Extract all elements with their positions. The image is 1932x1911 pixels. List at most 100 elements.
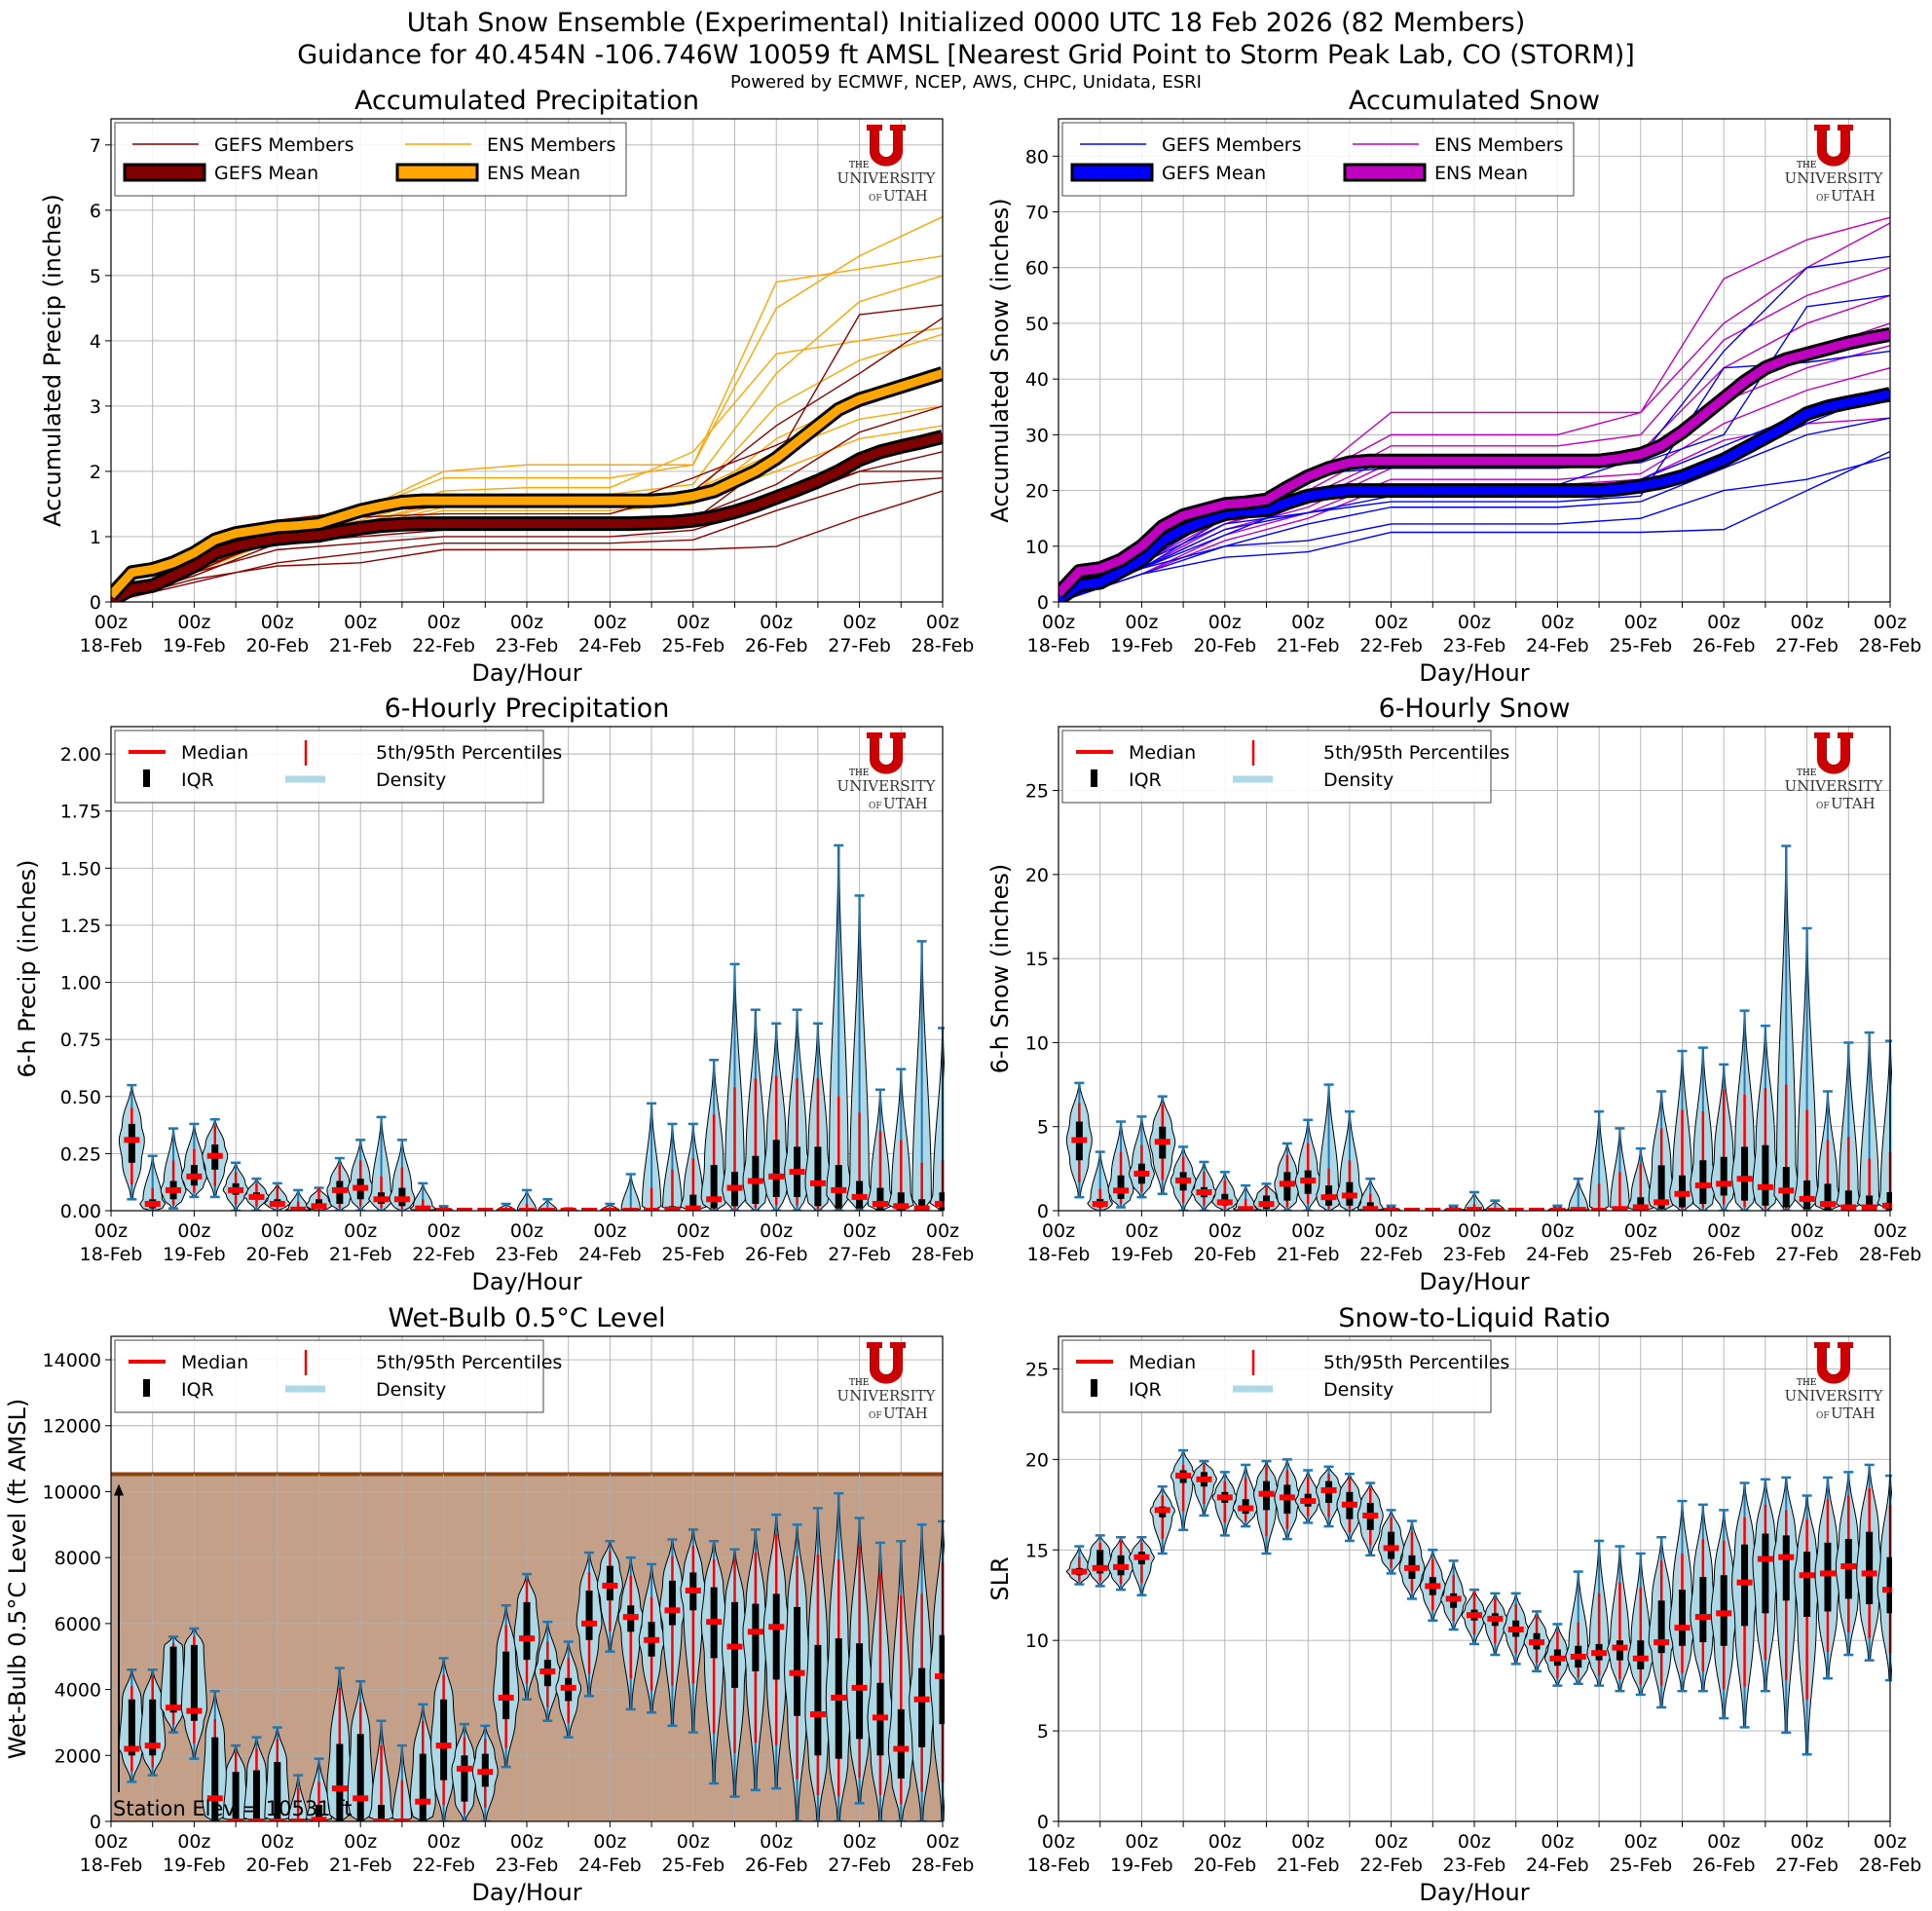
violin-iqr-box [897,1192,905,1211]
violin-median-bar [1383,1545,1399,1552]
violin-median-bar [1632,1655,1649,1662]
violin [658,1538,686,1728]
x-tick-label-hour: 00z [344,1220,377,1242]
x-tick-label-date: 26-Feb [745,635,808,656]
violin [1087,1534,1114,1588]
violin-median-bar [1882,1202,1892,1209]
violin [1731,1009,1759,1211]
violin [1546,1204,1568,1211]
x-tick-label-date: 27-Feb [1775,1855,1839,1876]
x-tick-label-hour: 00z [1125,612,1158,633]
violin-median-bar [1279,1180,1295,1187]
x-tick-label-date: 19-Feb [1110,635,1173,656]
panel-title: 6-Hourly Precipitation [385,693,670,724]
violin [1710,1509,1737,1720]
violin [1294,1118,1321,1211]
violin-median-bar [1445,1595,1462,1602]
violin-median-bar [1154,1139,1170,1145]
x-tick-label-date: 22-Feb [1359,1244,1423,1265]
x-tick-label-date: 18-Feb [80,1855,143,1876]
legend-label: GEFS Mean [1162,163,1266,184]
legend-label: GEFS Mean [214,163,318,184]
violin [1087,1150,1114,1211]
y-tick-label: 30 [1025,425,1049,446]
violin-median-bar [1216,1199,1233,1206]
violin [1731,1481,1759,1729]
legend-label: Median [181,1352,248,1373]
logo-text-university: UNIVERSITY [1785,169,1884,187]
violin-iqr-box [356,1734,364,1821]
violin [1794,926,1821,1211]
violin [1588,1109,1610,1211]
logo-u-block [1814,732,1853,774]
x-axis-label: Day/Hour [1419,1879,1529,1906]
x-tick-label-hour: 00z [1707,1831,1740,1853]
x-tick-label-date: 23-Feb [496,635,559,656]
violin-median-bar [477,1769,494,1776]
violin [1814,1476,1841,1680]
violin [1856,1463,1883,1662]
legend-label: Median [1129,1352,1196,1373]
six-hourly-precipitation-panel: 0.000.250.500.751.001.251.501.752.0000z1… [14,693,974,1295]
y-tick-label: 1.25 [60,916,101,937]
legend: Median 5th/95th Percentiles IQR Density [114,1339,562,1413]
violin-median-bar [498,1695,514,1702]
x-tick-label-hour: 00z [1208,1831,1242,1853]
x-tick-label-date: 24-Feb [1526,1855,1589,1876]
violin [305,1186,333,1211]
violin [846,894,873,1211]
violin-median-bar [1694,1614,1711,1621]
y-axis-label: Accumulated Snow (inches) [986,198,1014,522]
violin-median-bar [1799,1572,1815,1579]
x-tick-label-hour: 00z [177,1220,210,1242]
violin-median-bar [872,1714,888,1721]
violin-median-bar [1216,1494,1233,1501]
violin [555,1640,582,1739]
violin-median-bar [893,1203,910,1210]
logo-text-utah: UTAH [1831,187,1876,205]
violin [1190,1160,1218,1211]
violin-iqr-box [1637,1640,1645,1669]
violin-median-bar [622,1208,639,1211]
y-axis-label: Accumulated Precip (inches) [39,194,66,527]
y-axis-label: 6-h Snow (inches) [986,864,1014,1073]
x-tick-label-hour: 00z [1458,1220,1491,1242]
violin [1403,1208,1420,1211]
x-tick-label-date: 22-Feb [412,1855,475,1876]
violin-median-bar [935,1200,945,1207]
violin [1565,1570,1592,1686]
violin-median-bar [228,1186,244,1193]
violin [1461,1190,1488,1211]
x-tick-label-hour: 00z [510,612,543,633]
violin [1523,1610,1550,1673]
logo-u-block [1814,125,1853,167]
violin [287,1774,309,1821]
x-tick-label-hour: 00z [1541,1831,1574,1853]
violin [1461,1588,1488,1646]
violin-median-bar [851,1193,868,1200]
legend-label: ENS Members [487,134,615,156]
axes-frame [1058,118,1891,603]
violin [620,1173,641,1211]
violin-median-bar [706,1619,723,1626]
ens-mean-line [111,369,943,599]
x-tick-label-date: 24-Feb [578,1855,642,1876]
violin-iqr-box [149,1699,157,1756]
violin-median-bar [290,1818,307,1821]
violin-iqr-box [461,1755,468,1802]
violin [804,1022,832,1211]
violin-median-bar [1653,1199,1670,1206]
y-tick-label: 1 [90,527,101,548]
violin-median-bar [747,1629,763,1635]
violin-iqr-box [710,1165,718,1209]
violin-median-bar [1778,1187,1795,1194]
legend-swatch-mean [1343,163,1427,182]
x-tick-label-date: 18-Feb [80,635,143,656]
violin-median-bar [415,1798,431,1805]
violin-median-bar [331,1186,348,1193]
gefs-member-line [1059,350,1890,602]
violin [887,1068,914,1211]
violin [1440,1559,1468,1631]
violin-median-bar [144,1200,161,1207]
y-tick-label: 2000 [55,1745,101,1767]
